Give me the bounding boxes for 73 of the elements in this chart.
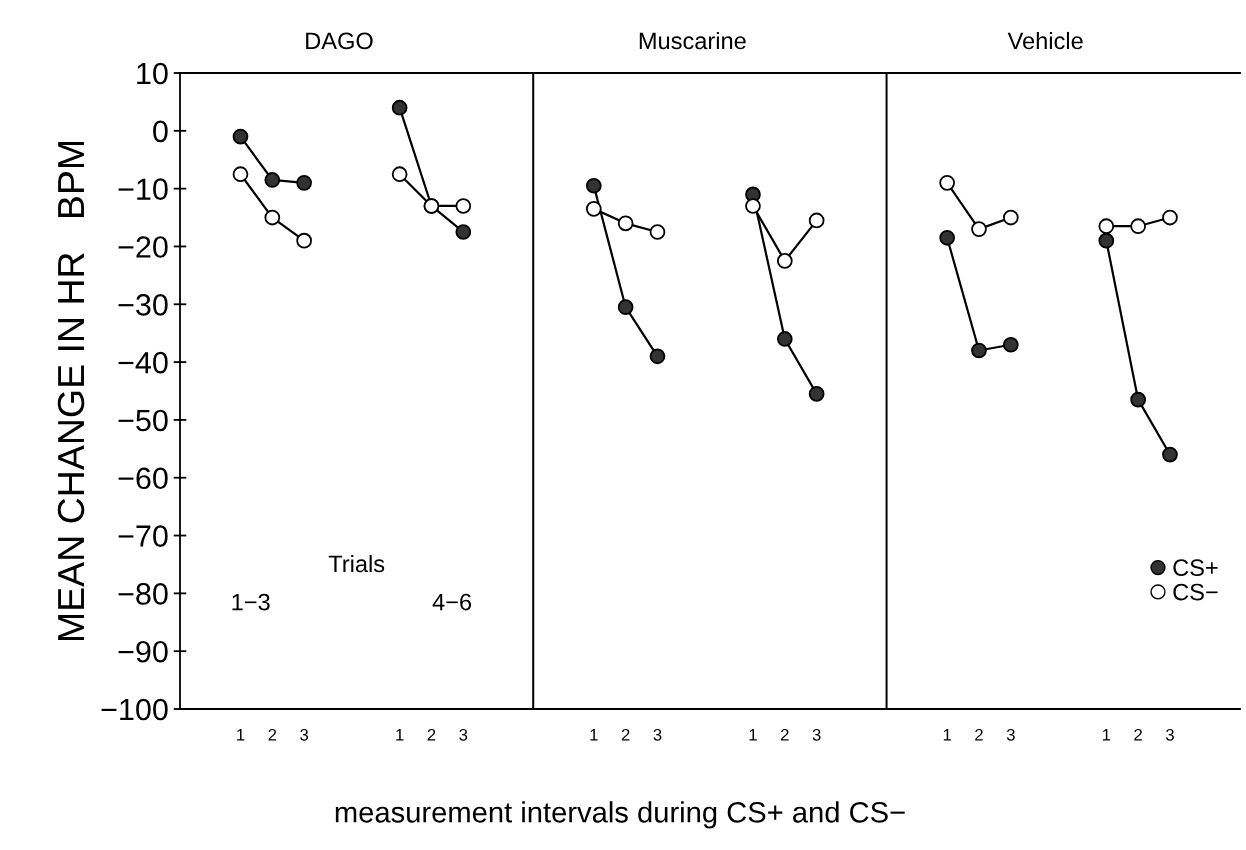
- x-tick-label: 1: [396, 729, 404, 741]
- y-tick-label: −70: [118, 525, 168, 547]
- point: [649, 224, 666, 240]
- x-tick-label: 2: [621, 728, 630, 741]
- x-tick-label: 2: [427, 728, 436, 741]
- x-tick-label: 3: [653, 728, 662, 741]
- point: [455, 224, 472, 240]
- point: [776, 253, 793, 269]
- y-tick-label: −60: [118, 467, 168, 490]
- chart-title: DAGO: [306, 32, 373, 50]
- annotation: 4−6: [432, 593, 472, 611]
- point: [585, 177, 602, 194]
- point: [1130, 391, 1146, 408]
- point: [971, 221, 987, 237]
- point: [1162, 209, 1178, 226]
- point: [264, 209, 281, 226]
- annotation: 1−3: [232, 593, 270, 611]
- y-tick-label: −10: [118, 178, 168, 201]
- point: [1130, 218, 1146, 235]
- annotation: Trials: [328, 554, 385, 573]
- y-tick-label: −40: [118, 351, 168, 374]
- point: [1002, 209, 1019, 226]
- point: [808, 212, 825, 229]
- point: [455, 198, 472, 214]
- y-tick-label: −100: [101, 698, 168, 721]
- y-tick-label: −90: [118, 640, 168, 663]
- point: [939, 229, 955, 246]
- point: [264, 172, 281, 188]
- y-tick-label: −80: [118, 583, 168, 605]
- x-tick-label: 2: [781, 728, 789, 741]
- point: [296, 232, 312, 249]
- legend-label: CS−: [1173, 583, 1218, 601]
- chart-title: Muscarine: [639, 31, 746, 50]
- point: [808, 386, 825, 402]
- x-tick-label: 1: [590, 729, 598, 741]
- x-tick-label: 3: [1006, 728, 1015, 741]
- point: [617, 215, 634, 232]
- point: [391, 99, 408, 116]
- point: [939, 175, 955, 191]
- point: [296, 175, 312, 191]
- point: [232, 166, 249, 183]
- point: [617, 299, 634, 316]
- x-tick-label: 1: [943, 729, 951, 741]
- legend-label: CS+: [1173, 559, 1218, 577]
- y-tick-label: −30: [118, 294, 168, 316]
- point: [391, 166, 408, 183]
- x-tick-label: 3: [459, 728, 468, 741]
- y-tick-label: −20: [118, 236, 168, 258]
- point: [585, 201, 602, 217]
- x-tick-label: 3: [300, 728, 309, 741]
- x-axis-title: measurement intervals during CS+ and CS−: [335, 801, 905, 829]
- point: [649, 348, 666, 365]
- x-tick-label: 1: [1102, 729, 1111, 741]
- x-tick-label: 1: [749, 729, 757, 741]
- point: [1162, 446, 1178, 463]
- x-tick-label: 2: [975, 728, 983, 741]
- x-tick-label: 2: [1134, 728, 1142, 741]
- y-tick-label: 10: [137, 62, 168, 85]
- point: [971, 342, 987, 359]
- point: [1098, 232, 1115, 249]
- point: [776, 331, 793, 347]
- point: [745, 198, 761, 214]
- y-tick-label: 0: [153, 120, 168, 143]
- point: [1002, 336, 1019, 353]
- y-axis-title: MEAN CHANGE IN HR BPM: [57, 141, 85, 641]
- point: [232, 128, 249, 145]
- point: [1098, 218, 1115, 235]
- chart-title: Vehicle: [1007, 31, 1083, 50]
- x-tick-label: 3: [1165, 728, 1174, 741]
- x-tick-label: 2: [268, 728, 277, 741]
- y-tick-label: −50: [118, 409, 168, 432]
- x-tick-label: 3: [812, 728, 821, 741]
- x-tick-label: 1: [237, 729, 245, 741]
